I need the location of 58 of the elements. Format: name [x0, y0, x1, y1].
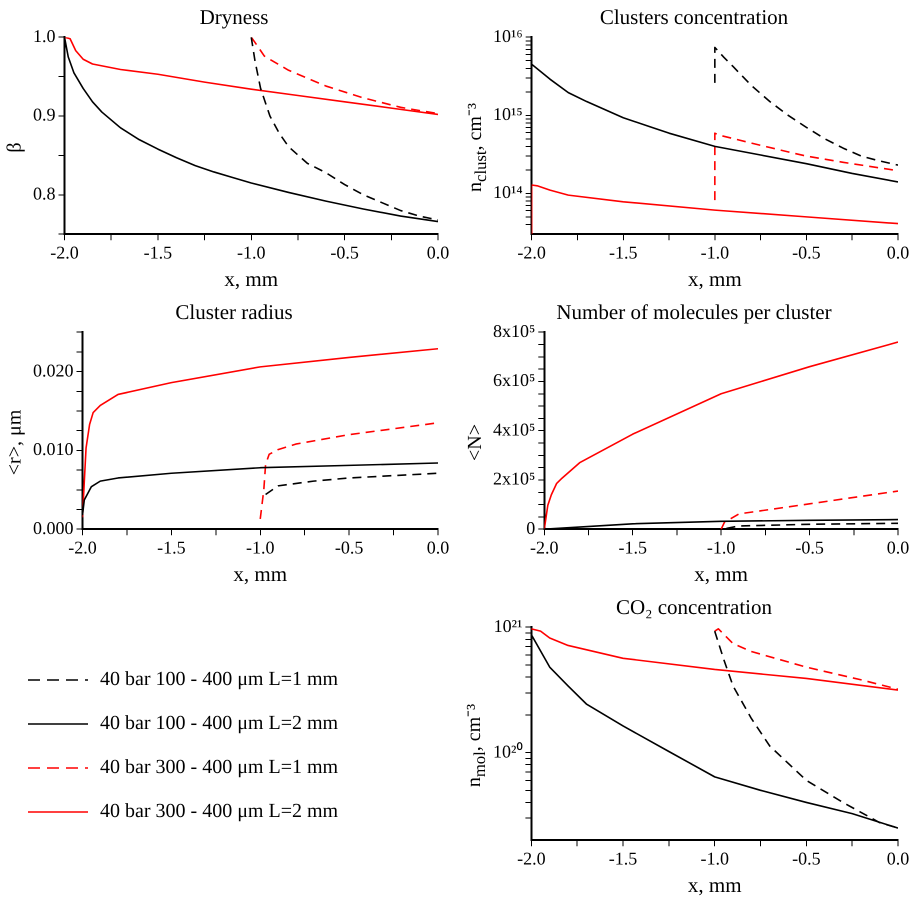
x-tick-label: -1.5 — [618, 538, 647, 558]
legend-label: 40 bar 100 - 400 μm L=1 mm — [100, 668, 338, 691]
legend-label: 40 bar 100 - 400 μm L=2 mm — [100, 712, 338, 735]
y-tick-label: 8x10⁵ — [492, 320, 536, 341]
y-axis-title: <r>, μm — [4, 410, 26, 476]
y-tick-label: 10¹⁶ — [493, 26, 523, 46]
chart-title: Clusters concentration — [600, 5, 789, 30]
legend-label: 40 bar 300 - 400 μm L=1 mm — [100, 756, 338, 779]
x-tick-label: -1.0 — [237, 242, 266, 263]
x-axis-title: x, mm — [694, 562, 748, 586]
x-tick-label: -1.5 — [608, 848, 638, 869]
chart-title: CO₂ concentration — [616, 595, 773, 620]
x-tick-label: -2.0 — [517, 242, 546, 263]
x-tick-label: 0.0 — [426, 538, 450, 558]
x-tick-label: -0.5 — [792, 848, 821, 869]
x-tick-label: -0.5 — [795, 538, 824, 558]
x-tick-label: -0.5 — [330, 242, 359, 263]
chart-title: Dryness — [200, 5, 268, 30]
x-tick-label: 0.0 — [426, 242, 450, 263]
x-axis-title: x, mm — [688, 266, 742, 291]
y-tick-label: 10²¹ — [494, 616, 522, 636]
x-tick-label: 0.0 — [886, 538, 910, 558]
x-tick-label: -1.0 — [246, 538, 274, 558]
y-axis-title: β — [4, 142, 26, 153]
x-tick-label: -1.0 — [706, 538, 736, 558]
y-axis-title: <N> — [464, 424, 486, 462]
y-tick-label: 1.0 — [33, 26, 56, 46]
y-tick-label: 2x10⁵ — [492, 468, 536, 489]
y-tick-label: 0.000 — [33, 518, 74, 538]
x-tick-label: -1.5 — [609, 242, 638, 263]
x-tick-label: -2.0 — [68, 538, 97, 558]
x-tick-label: -0.5 — [334, 538, 364, 558]
y-tick-label: 10¹⁵ — [493, 104, 523, 124]
legend-label: 40 bar 300 - 400 μm L=2 mm — [100, 800, 338, 823]
x-axis-title: x, mm — [688, 872, 742, 897]
x-tick-label: 0.0 — [886, 242, 910, 263]
y-tick-label: 10²⁰ — [492, 741, 522, 762]
chart-title: Cluster radius — [175, 300, 293, 324]
x-tick-label: -2.0 — [517, 848, 546, 869]
x-tick-label: -1.0 — [700, 242, 730, 263]
x-tick-label: -0.5 — [792, 242, 821, 263]
chart-title: Number of molecules per cluster — [556, 300, 832, 324]
y-tick-label: 6x10⁵ — [492, 370, 536, 390]
x-tick-label: -2.0 — [530, 538, 559, 558]
x-axis-title: x, mm — [224, 266, 278, 291]
y-tick-label: 0.020 — [33, 360, 74, 380]
x-tick-label: -1.5 — [144, 242, 172, 263]
y-tick-label: 10¹⁴ — [493, 182, 523, 202]
y-tick-label: 0.8 — [33, 184, 56, 204]
y-tick-label: 0.010 — [33, 439, 74, 460]
x-axis-title: x, mm — [233, 562, 288, 586]
x-tick-label: 0.0 — [886, 848, 910, 869]
x-tick-label: -1.0 — [700, 848, 729, 869]
y-tick-label: 4x10⁵ — [492, 419, 536, 440]
x-tick-label: -1.5 — [157, 538, 186, 558]
y-tick-label: 0 — [526, 518, 536, 538]
y-tick-label: 0.9 — [33, 104, 56, 125]
x-tick-label: -2.0 — [50, 242, 79, 263]
